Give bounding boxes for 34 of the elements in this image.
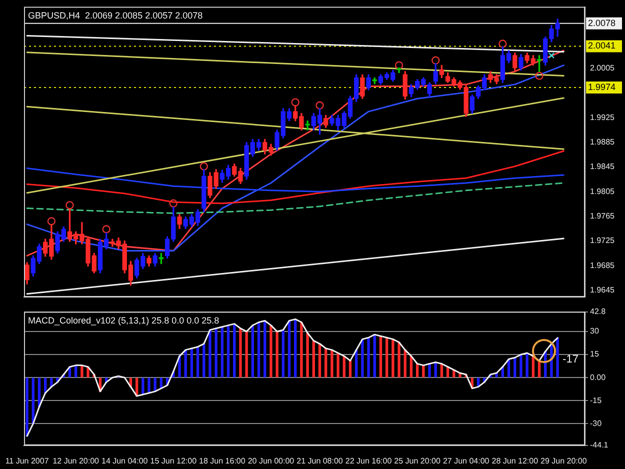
- ref-line-label: 2.0041: [588, 40, 616, 51]
- chart-title: MACD_Colored_v102 (5,13,1) 25.8 0.0 0.0 25.8: [28, 315, 220, 326]
- x-tick-label: 25 Jun 20:00: [394, 456, 441, 466]
- y-tick-label: -15: [590, 396, 602, 405]
- x-tick-label: 12 Jun 20:00: [52, 456, 100, 466]
- x-tick-label: 14 Jun 04:00: [101, 456, 148, 466]
- y-tick-label: 1.9885: [590, 138, 616, 147]
- x-tick-label: 22 Jun 16:00: [345, 456, 392, 466]
- chart-title: GBPUSD,H4 2.0069 2.0085 2.0057 2.0078: [28, 10, 203, 20]
- y-tick-label: 1.9645: [590, 285, 616, 294]
- y-tick-label: 1.9925: [590, 112, 616, 122]
- y-tick-label: 1.9845: [590, 162, 616, 172]
- y-tick-label: 1.9685: [590, 260, 616, 270]
- x-tick-label: 15 Jun 12:00: [150, 456, 198, 466]
- y-tick-label: 1.9805: [590, 186, 616, 196]
- y-tick-label: -30: [590, 418, 602, 428]
- x-tick-label: 21 Jun 08:00: [296, 456, 344, 466]
- x-tick-label: 28 Jun 12:00: [492, 456, 539, 466]
- y-tick-label: 30: [590, 326, 600, 336]
- y-tick-label: 2.0005: [590, 64, 616, 73]
- annotation: -17: [562, 354, 578, 366]
- x-tick-label: 11 Jun 2007: [5, 456, 50, 466]
- ref-line-label: 2.0078: [588, 18, 616, 28]
- y-tick-label: 42.8: [590, 307, 606, 316]
- x-tick-label: 29 Jun 20:00: [540, 456, 588, 466]
- x-tick-label: 18 Jun 16:00: [199, 456, 246, 466]
- y-tick-label: -44.1: [590, 440, 609, 450]
- y-tick-label: 0.00: [590, 372, 606, 382]
- y-tick-label: 15: [590, 350, 600, 359]
- x-tick-label: 27 Jun 04:00: [442, 456, 490, 466]
- x-tick-label: 20 Jun 00:00: [248, 456, 295, 466]
- y-tick-label: 1.9725: [590, 236, 616, 246]
- ref-line-label: 1.9974: [588, 82, 616, 92]
- y-tick-label: 1.9765: [590, 211, 616, 220]
